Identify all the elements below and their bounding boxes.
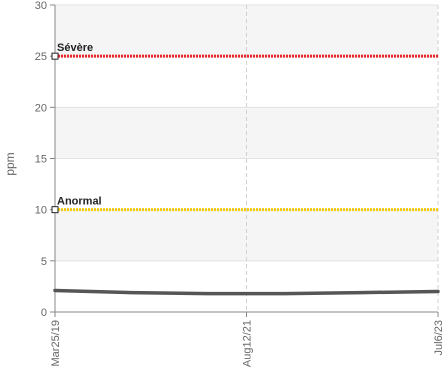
y-tick-label: 20 — [35, 102, 47, 114]
threshold-marker — [51, 52, 59, 60]
x-tick-label: Aug12/21 — [242, 320, 254, 367]
y-tick-label: 10 — [35, 205, 47, 217]
y-tick-label: 25 — [35, 51, 47, 63]
y-tick-label: 5 — [41, 256, 47, 268]
threshold-label: Sévère — [57, 42, 93, 54]
y-axis-ticks: 0 5 10 15 20 25 30 — [35, 0, 55, 319]
x-tick-label: Mar25/19 — [50, 320, 62, 366]
y-axis-label: ppm — [3, 152, 17, 175]
threshold-lines: Sévère Anormal — [51, 42, 438, 214]
series-line — [53, 288, 440, 296]
threshold-marker — [51, 206, 59, 214]
x-tick-label: Jul6/23 — [433, 320, 443, 355]
y-tick-label: 0 — [41, 307, 47, 319]
y-tick-label: 15 — [35, 154, 47, 166]
series — [53, 288, 440, 296]
x-axis-ticks: Mar25/19 Aug12/21 Jul6/23 — [50, 312, 443, 367]
threshold-label: Anormal — [57, 196, 102, 208]
y-tick-label: 30 — [35, 0, 47, 12]
